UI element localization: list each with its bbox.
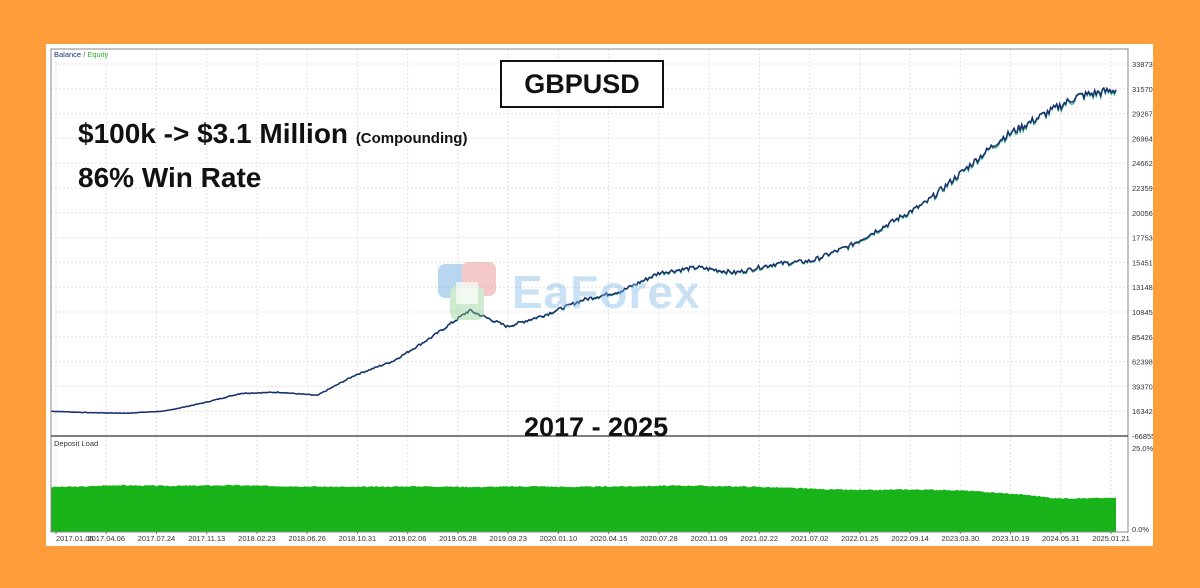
x-tick-label: 2024.05.31: [1042, 534, 1080, 543]
bottom-panel: Deposit Load 25.0% 0.0%: [51, 439, 1153, 534]
top-panel-grid: [51, 49, 1128, 532]
headline-note: (Compounding): [355, 130, 468, 147]
deposit-load-area: [51, 484, 1116, 532]
watermark-logo-icon: [438, 262, 496, 320]
y-tick-label: 1314822: [1132, 283, 1153, 292]
x-tick-label: 2023.10.19: [992, 534, 1030, 543]
x-tick-label: 2021.07.02: [791, 534, 829, 543]
deposit-load-legend: Deposit Load: [54, 439, 98, 448]
legend-separator: /: [81, 50, 87, 59]
chart-canvas: 3387337 3157058 2926778 2696499 2466219 22359…: [50, 48, 1153, 543]
panel-borders: [50, 48, 1129, 533]
x-tick-label: 2019.02.06: [389, 534, 427, 543]
x-tick-label: 2020.11.09: [691, 534, 728, 543]
y-tick-label: 1775381: [1132, 234, 1153, 243]
x-tick-label: 2017.11.13: [188, 534, 225, 543]
legend-balance: Balance: [54, 50, 81, 59]
y-tick-label: 2926778: [1132, 110, 1153, 119]
legend: Balance / Equity: [54, 50, 108, 59]
top-panel-series: [51, 86, 1117, 414]
y-tick-label: 3387337: [1132, 60, 1153, 69]
x-tick-label: 2025.01.21: [1092, 534, 1130, 543]
x-tick-label: 2018.02.23: [238, 534, 276, 543]
win-rate: 86% Win Rate: [78, 162, 262, 193]
x-tick-label: 2017.01.06: [56, 534, 94, 543]
y-tick-label: -66855: [1132, 432, 1153, 441]
headline-main: $100k -> $3.1 Million: [78, 118, 349, 149]
y-tick-label: 2466219: [1132, 159, 1153, 168]
watermark: EaForex: [432, 252, 772, 332]
x-tick-label: 2021.02.22: [741, 534, 779, 543]
legend-equity: Equity: [87, 50, 108, 59]
x-tick-label: 2020.07.28: [640, 534, 678, 543]
x-tick-label: 2023.03.30: [942, 534, 980, 543]
top-panel-legend: Balance / Equity: [54, 50, 108, 59]
x-tick-label: 2019.05.28: [439, 534, 477, 543]
deposit-y-tick-label: 0.0%: [1132, 525, 1149, 534]
y-tick-label: 1084543: [1132, 308, 1153, 317]
x-tick-label: 2017.07.24: [138, 534, 176, 543]
y-tick-label: 2696499: [1132, 134, 1153, 143]
y-tick-label: 623984: [1132, 358, 1153, 367]
headline: $100k -> $3.1 Million (Compounding): [78, 118, 467, 150]
period-label: 2017 - 2025: [524, 412, 669, 442]
x-tick-label: 2019.09.23: [489, 534, 527, 543]
x-tick-label: 2018.10.31: [339, 534, 377, 543]
x-tick-label: 2022.01.25: [841, 534, 879, 543]
y-tick-label: 393704: [1132, 382, 1153, 391]
x-tick-label: 2017.04.06: [87, 534, 125, 543]
y-tick-label: 2005661: [1132, 209, 1153, 218]
balance-line: [51, 86, 1117, 414]
chart-title: GBPUSD: [500, 60, 664, 108]
x-tick-label: 2022.09.14: [891, 534, 929, 543]
watermark-text: EaForex: [512, 266, 701, 318]
y-tick-label: 2235940: [1132, 184, 1153, 193]
x-tick-label: 2020.01.10: [540, 534, 578, 543]
chart-frame: 3387337 3157058 2926778 2696499 2466219 22359…: [46, 44, 1153, 546]
deposit-y-tick-label: 25.0%: [1132, 444, 1153, 453]
y-tick-label: 1545102: [1132, 258, 1153, 267]
y-tick-label: 163425: [1132, 407, 1153, 416]
top-panel-y-axis: 3387337 3157058 2926778 2696499 2466219 22359…: [1132, 60, 1153, 441]
y-tick-label: 854263: [1132, 333, 1153, 342]
y-tick-label: 3157058: [1132, 85, 1153, 94]
x-tick-label: 2020.04.15: [590, 534, 628, 543]
x-tick-label: 2018.06.26: [288, 534, 326, 543]
